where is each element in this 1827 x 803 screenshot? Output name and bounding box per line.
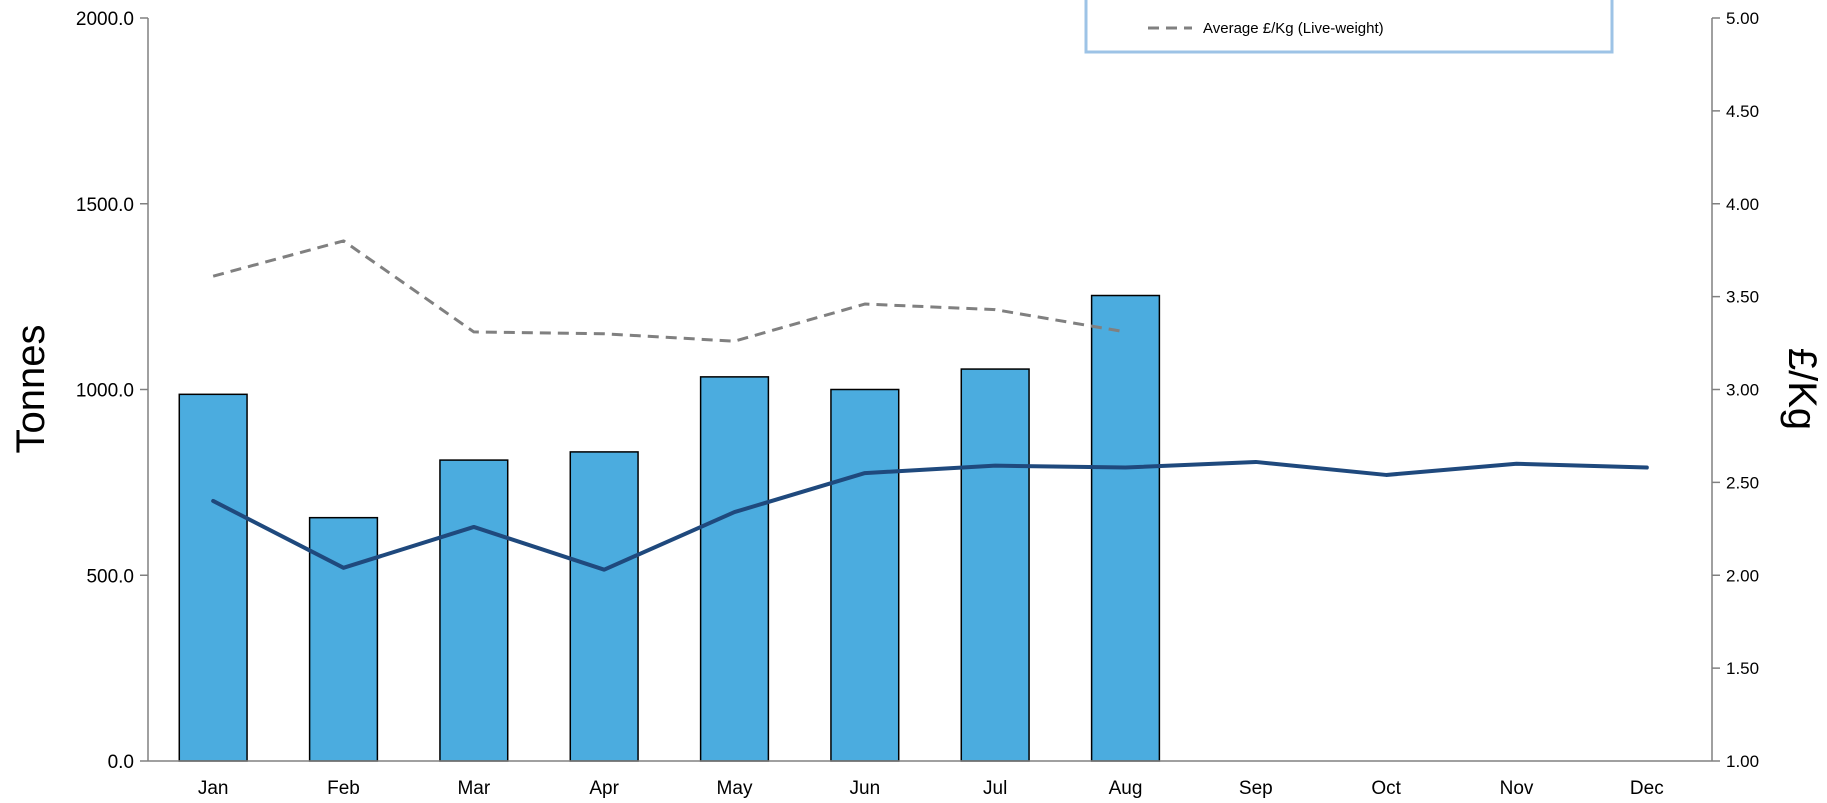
left-tick-label: 0.0 bbox=[108, 752, 134, 773]
bar-jul bbox=[960, 368, 1030, 762]
bar-may bbox=[699, 376, 770, 762]
left-tick-label: 1500.0 bbox=[76, 195, 134, 216]
left-tick-label: 1000.0 bbox=[76, 381, 134, 402]
x-tick-label: Sep bbox=[1239, 778, 1273, 799]
bar-jan bbox=[178, 393, 248, 762]
right-tick-label: 4.00 bbox=[1726, 195, 1759, 214]
y-axis-title: Tonnes bbox=[9, 325, 53, 454]
legend: Average £/Kg (Live-weight) bbox=[1084, 0, 1614, 54]
x-axis-ticks: Jan Feb Mar Apr May Jun Jul Aug Sep Oct Nov Dec bbox=[198, 778, 1664, 799]
right-axis-ticks: 1.00 1.50 2.00 2.50 3.00 3.50 4.00 4.50 5.00 bbox=[1712, 9, 1759, 771]
right-tick-label: 2.00 bbox=[1726, 566, 1759, 585]
x-tick-label: Feb bbox=[327, 778, 360, 799]
x-tick-label: Apr bbox=[589, 778, 619, 799]
legend-label: Average £/Kg (Live-weight) bbox=[1203, 20, 1384, 37]
x-tick-label: Mar bbox=[457, 778, 490, 799]
left-tick-label: 2000.0 bbox=[76, 9, 134, 30]
left-tick-label: 500.0 bbox=[86, 566, 134, 587]
bar-mar bbox=[439, 459, 509, 762]
right-tick-label: 1.00 bbox=[1726, 752, 1759, 771]
bar-aug bbox=[1090, 294, 1161, 762]
right-tick-label: 2.50 bbox=[1726, 473, 1759, 492]
legend-box bbox=[1084, 0, 1614, 54]
x-tick-label: Aug bbox=[1109, 778, 1143, 799]
right-tick-label: 1.50 bbox=[1726, 659, 1759, 678]
price-line bbox=[211, 459, 1649, 572]
right-tick-label: 3.00 bbox=[1726, 381, 1759, 400]
x-tick-label: Dec bbox=[1630, 778, 1664, 799]
left-axis-ticks: 0.0 500.0 1000.0 1500.0 2000.0 bbox=[76, 9, 148, 773]
x-tick-label: Jan bbox=[198, 778, 229, 799]
bar-series bbox=[178, 294, 1161, 762]
right-tick-label: 5.00 bbox=[1726, 9, 1759, 28]
y2-axis-title: £/Kg bbox=[1780, 348, 1824, 430]
x-tick-label: May bbox=[717, 778, 753, 799]
bar-jun bbox=[830, 388, 900, 762]
bar-apr bbox=[569, 451, 639, 762]
average-price-line bbox=[212, 239, 1126, 343]
right-tick-label: 3.50 bbox=[1726, 288, 1759, 307]
line-series bbox=[211, 239, 1649, 572]
x-tick-label: Jul bbox=[983, 778, 1007, 799]
x-tick-label: Oct bbox=[1371, 778, 1401, 799]
x-tick-label: Nov bbox=[1500, 778, 1534, 799]
x-tick-label: Jun bbox=[850, 778, 881, 799]
right-tick-label: 4.50 bbox=[1726, 102, 1759, 121]
